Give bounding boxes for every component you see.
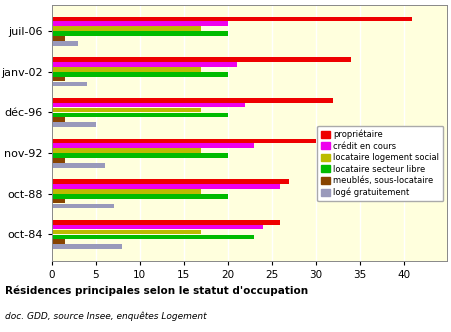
- Bar: [52, 153, 227, 158]
- Bar: [52, 138, 315, 143]
- Bar: [52, 22, 227, 26]
- Bar: [52, 199, 65, 204]
- Bar: [52, 158, 65, 163]
- Bar: [52, 57, 350, 62]
- Bar: [52, 98, 332, 103]
- Bar: [52, 230, 201, 234]
- Bar: [52, 143, 253, 148]
- Bar: [52, 225, 262, 229]
- Bar: [52, 122, 96, 127]
- Bar: [52, 26, 201, 31]
- Bar: [52, 113, 227, 117]
- Text: doc. GDD, source Insee, enquêtes Logement: doc. GDD, source Insee, enquêtes Logemen…: [5, 311, 206, 321]
- Bar: [52, 244, 122, 249]
- Bar: [52, 62, 236, 67]
- Bar: [52, 103, 245, 108]
- Bar: [52, 220, 280, 225]
- Bar: [52, 72, 227, 77]
- Bar: [52, 189, 201, 194]
- Bar: [52, 17, 411, 21]
- Bar: [52, 108, 201, 112]
- Bar: [52, 41, 78, 46]
- Bar: [52, 194, 227, 199]
- Bar: [52, 36, 65, 41]
- Bar: [52, 163, 105, 168]
- Bar: [52, 239, 65, 244]
- Bar: [52, 31, 227, 36]
- Bar: [52, 235, 253, 239]
- Bar: [52, 77, 65, 81]
- Bar: [52, 148, 201, 153]
- Text: Résidences principales selon le statut d'occupation: Résidences principales selon le statut d…: [5, 285, 307, 296]
- Bar: [52, 67, 201, 72]
- Bar: [52, 82, 87, 86]
- Bar: [52, 118, 65, 122]
- Bar: [52, 204, 113, 208]
- Bar: [52, 179, 289, 184]
- Legend: propriétaire, crédit en cours, locataire logement social, locataire secteur libr: propriétaire, crédit en cours, locataire…: [317, 125, 442, 202]
- Bar: [52, 184, 280, 189]
